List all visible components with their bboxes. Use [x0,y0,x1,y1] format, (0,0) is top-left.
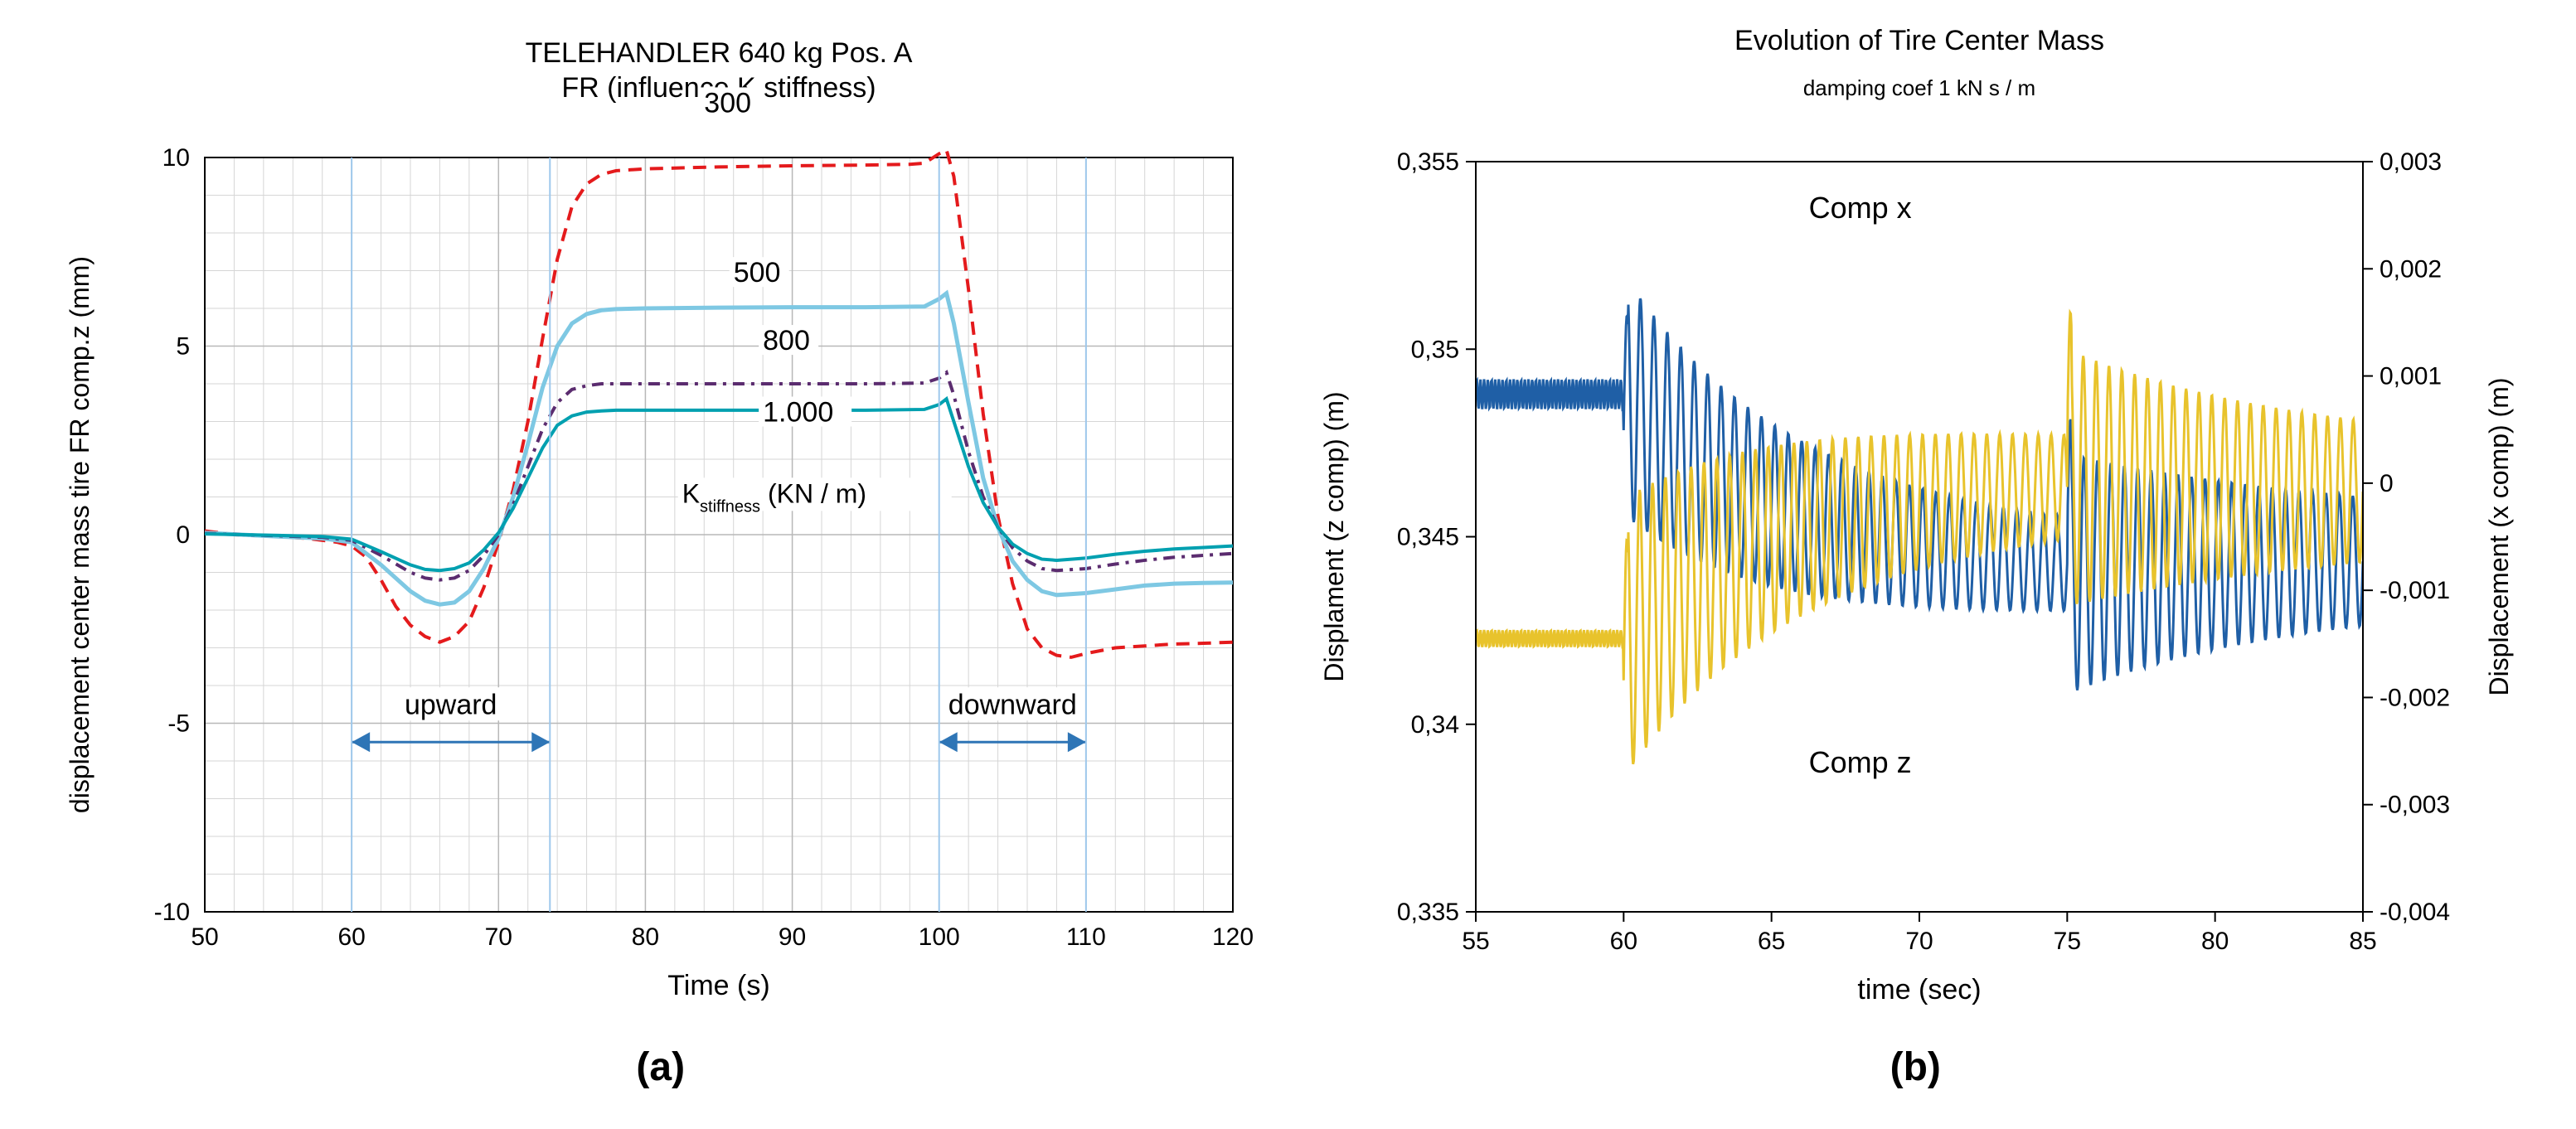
series-label-comp_z: Comp z [1809,745,1912,779]
x-tick-label: 65 [1758,928,1785,955]
chart-a-title-1: TELEHANDLER 640 kg Pos. A [525,37,912,69]
y-left-tick-label: 0,345 [1397,524,1459,551]
y-right-tick-label: 0,002 [2380,255,2442,283]
x-tick-label: 55 [1463,928,1490,955]
series-label-500: 500 [733,257,780,288]
y-left-tick-label: 0,335 [1397,899,1459,926]
panel-b: Evolution of Tire Center Mass damping coe… [1288,17,2544,1121]
chart-b-subtitle: damping coef 1 kN s / m [1803,75,2035,100]
x-tick-label: 80 [2201,928,2229,955]
y-left-tick-label: 0,34 [1411,711,1459,739]
y-tick-label: 5 [176,333,190,361]
y-tick-label: 10 [162,144,189,172]
y-right-tick-label: -0,004 [2380,899,2450,926]
y-left-axis-label: Displament (z comp) (m) [1319,391,1349,681]
x-tick-label: 120 [1212,923,1254,951]
y-right-tick-label: -0,002 [2380,684,2450,711]
y-right-tick-label: 0,003 [2380,148,2442,176]
x-tick-label: 110 [1066,923,1106,951]
x-tick-label: 60 [1610,928,1637,955]
x-tick-label: 50 [191,923,218,951]
panel-b-caption: (b) [1890,1044,1941,1090]
y-right-tick-label: -0,001 [2380,577,2450,604]
chart-b: Evolution of Tire Center Mass damping coe… [1293,17,2537,1036]
y-right-axis-label: Displacement (x comp) (m) [2484,377,2514,695]
figure-root: TELEHANDLER 640 kg Pos. AFR (influence K… [0,0,2576,1129]
x-tick-label: 75 [2054,928,2081,955]
panel-a: TELEHANDLER 640 kg Pos. AFR (influence K… [33,17,1288,1121]
y-tick-label: -10 [153,899,189,926]
x-axis-label: Time (s) [667,970,769,1001]
x-tick-label: 90 [779,923,806,951]
y-left-tick-label: 0,35 [1411,336,1459,363]
chart-a: TELEHANDLER 640 kg Pos. AFR (influence K… [39,17,1283,1036]
x-tick-label: 85 [2350,928,2377,955]
panel-a-caption: (a) [636,1044,685,1090]
annotation-downward: downward [948,689,1077,720]
y-tick-label: -5 [167,710,190,738]
series-label-comp_x: Comp x [1809,191,1912,225]
y-right-tick-label: -0,003 [2380,792,2450,819]
annotation-upward: upward [405,689,497,720]
series-label-1000: 1.000 [763,397,833,429]
y-left-tick-label: 0,355 [1397,148,1459,176]
chart-b-title: Evolution of Tire Center Mass [1734,25,2104,56]
x-axis-label: time (sec) [1858,974,1982,1005]
y-tick-label: 0 [176,521,190,549]
x-tick-label: 100 [918,923,959,951]
x-tick-label: 80 [631,923,658,951]
x-tick-label: 60 [337,923,365,951]
y-axis-label: displacement center mass tire FR comp.z … [65,256,95,813]
series-label-300: 300 [704,87,751,119]
y-right-tick-label: 0 [2380,470,2394,497]
series-label-800: 800 [763,325,810,356]
x-tick-label: 70 [1906,928,1933,955]
x-tick-label: 70 [484,923,512,951]
y-right-tick-label: 0,001 [2380,363,2442,390]
